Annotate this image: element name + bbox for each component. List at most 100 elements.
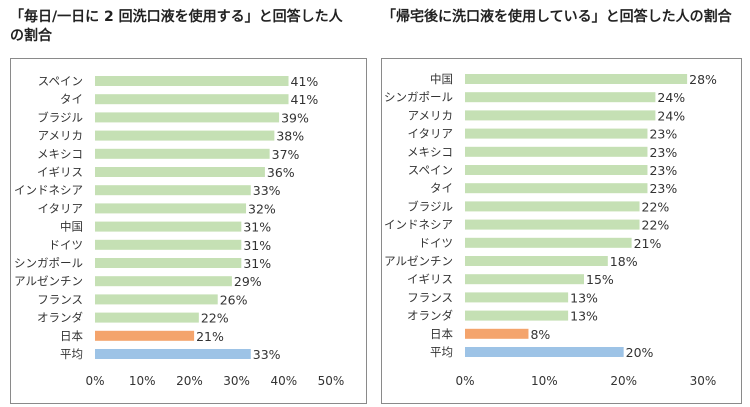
- value-label: 18%: [610, 254, 638, 269]
- value-label: 31%: [243, 238, 271, 253]
- value-label: 23%: [649, 127, 677, 142]
- category-label: シンガポール: [384, 90, 453, 104]
- bar: [465, 310, 569, 321]
- category-label: アメリカ: [38, 129, 83, 143]
- category-label: イタリア: [407, 127, 453, 141]
- bar: [465, 292, 569, 303]
- value-label: 23%: [649, 181, 677, 196]
- bar: [465, 219, 640, 230]
- value-label: 33%: [253, 183, 281, 198]
- bar: [95, 185, 251, 196]
- bar: [95, 349, 251, 359]
- category-label: ドイツ: [49, 238, 84, 252]
- value-label: 37%: [272, 147, 300, 162]
- bar: [95, 112, 280, 123]
- x-tick-label: 20%: [176, 374, 203, 388]
- bar: [95, 221, 242, 232]
- value-label: 31%: [243, 256, 271, 271]
- category-label: オランダ: [407, 309, 453, 323]
- bar: [465, 256, 608, 266]
- x-tick-label: 50%: [318, 374, 345, 388]
- category-label: インドネシア: [384, 218, 453, 232]
- bar: [465, 92, 656, 103]
- value-label: 13%: [570, 309, 598, 324]
- category-label: イタリア: [37, 201, 83, 215]
- category-label: 中国: [60, 220, 83, 234]
- category-label: フランス: [37, 292, 83, 306]
- bar: [465, 74, 688, 84]
- right-chart-title: 「帰宅後に洗口液を使用している」と回答した人の割合: [382, 9, 732, 25]
- category-label: 日本: [60, 329, 83, 343]
- bar: [95, 94, 289, 105]
- bar: [465, 328, 529, 339]
- category-label: 中国: [430, 72, 453, 86]
- x-tick-label: 30%: [223, 374, 250, 388]
- x-tick-label: 10%: [531, 374, 558, 388]
- bar: [95, 167, 265, 177]
- value-label: 13%: [570, 290, 598, 305]
- x-tick-label: 40%: [270, 374, 297, 388]
- category-label: インドネシア: [14, 183, 83, 197]
- category-label: スペイン: [408, 163, 453, 177]
- value-label: 21%: [634, 236, 662, 251]
- category-label: フランス: [407, 290, 453, 304]
- category-label: アルゼンチン: [384, 254, 453, 268]
- bar: [465, 237, 632, 248]
- value-label: 22%: [642, 199, 670, 214]
- value-label: 15%: [586, 272, 614, 287]
- value-label: 41%: [291, 74, 319, 89]
- value-label: 22%: [642, 218, 670, 233]
- category-label: シンガポール: [14, 256, 83, 270]
- x-tick-label: 30%: [690, 374, 717, 388]
- x-tick-label: 0%: [455, 374, 474, 388]
- bar: [465, 347, 624, 357]
- category-label: オランダ: [37, 311, 83, 325]
- bar: [95, 76, 289, 86]
- bar: [465, 274, 584, 285]
- value-label: 41%: [291, 92, 319, 107]
- value-label: 39%: [281, 110, 309, 125]
- category-label: タイ: [60, 92, 83, 106]
- value-label: 24%: [657, 108, 685, 123]
- category-label: ブラジル: [37, 110, 83, 124]
- category-label: 日本: [430, 327, 453, 341]
- category-label: 平均: [60, 347, 83, 361]
- bar: [95, 330, 195, 341]
- bar: [465, 146, 648, 157]
- x-tick-label: 20%: [610, 374, 637, 388]
- value-label: 33%: [253, 347, 281, 362]
- value-label: 8%: [530, 327, 550, 342]
- value-label: 24%: [657, 90, 685, 105]
- bar: [95, 258, 242, 268]
- bar: [95, 294, 218, 305]
- category-label: メキシコ: [407, 145, 453, 159]
- value-label: 26%: [220, 292, 248, 307]
- value-label: 21%: [196, 329, 224, 344]
- bar: [465, 183, 648, 194]
- bar: [95, 130, 275, 141]
- category-label: アメリカ: [408, 108, 453, 122]
- category-label: イギリス: [37, 165, 83, 179]
- value-label: 22%: [201, 311, 229, 326]
- category-label: イギリス: [407, 272, 453, 286]
- category-label: アルゼンチン: [14, 274, 83, 288]
- value-label: 20%: [626, 345, 654, 360]
- category-label: メキシコ: [37, 147, 83, 161]
- x-tick-label: 10%: [129, 374, 156, 388]
- bar: [95, 148, 270, 159]
- category-label: ドイツ: [419, 236, 454, 250]
- bar: [465, 110, 656, 121]
- bar: [95, 203, 247, 214]
- value-label: 32%: [248, 201, 276, 216]
- value-label: 36%: [267, 165, 295, 180]
- bar: [95, 312, 199, 323]
- value-label: 31%: [243, 220, 271, 235]
- category-label: 平均: [430, 345, 453, 359]
- left-chart-title: 「毎日/一日に 2 回洗口液を使用する」と回答した人の割合: [10, 9, 343, 44]
- bar: [95, 239, 242, 250]
- bar: [465, 165, 648, 175]
- bar: [95, 276, 232, 287]
- bar: [465, 128, 648, 139]
